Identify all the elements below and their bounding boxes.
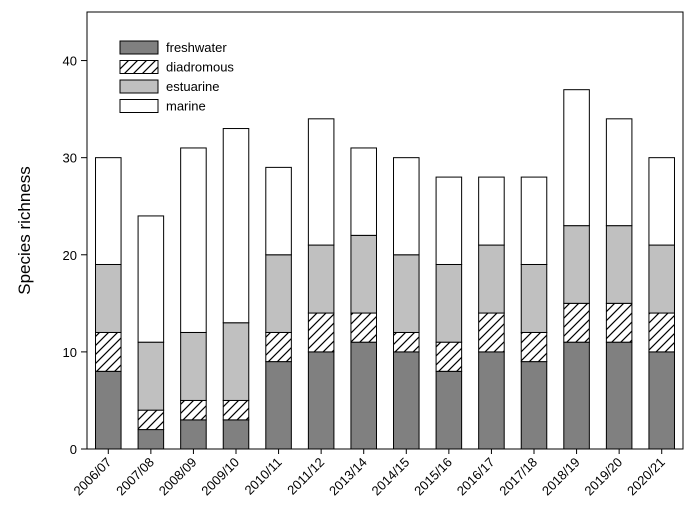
bar-marine-2017-18	[520, 176, 548, 265]
bar-marine-2014-15	[393, 157, 420, 256]
bar-diadromous-2008-09	[180, 399, 207, 421]
bar-estuarine-2018-19	[563, 225, 590, 304]
x-tick-label: 2008/09	[156, 455, 200, 499]
x-tick-label: 2010/11	[242, 455, 285, 498]
bar-diadromous-2013-14	[350, 312, 377, 343]
y-tick-label: 40	[63, 54, 77, 69]
x-tick-label: 2016/17	[454, 455, 498, 499]
bar-freshwater-2009-10	[222, 419, 250, 450]
legend-swatch-estuarine	[119, 79, 159, 94]
legend-swatch-marine	[119, 99, 159, 113]
bar-freshwater-2019-20	[605, 341, 633, 450]
x-tick-label: 2014/15	[369, 455, 413, 499]
y-tick-label: 10	[63, 345, 77, 360]
bar-freshwater-2010-11	[265, 361, 292, 450]
bar-estuarine-2019-20	[605, 225, 633, 304]
bar-freshwater-2013-14	[350, 341, 377, 450]
bar-marine-2013-14	[350, 147, 377, 236]
bar-estuarine-2016-17	[478, 244, 505, 314]
x-tick-label: 2019/20	[581, 455, 625, 499]
legend: freshwater diadromous estuarine marine	[119, 40, 234, 114]
bar-estuarine-2015-16	[435, 263, 463, 343]
bar-marine-2020-21	[648, 157, 675, 246]
bar-diadromous-2011-12	[307, 312, 335, 353]
bar-marine-2008-09	[180, 147, 207, 333]
bar-diadromous-2019-20	[605, 302, 633, 343]
bar-diadromous-2009-10	[222, 399, 250, 421]
x-tick-label: 2011/12	[284, 455, 327, 498]
bar-diadromous-2010-11	[265, 331, 292, 363]
bar-freshwater-2018-19	[563, 341, 590, 450]
bar-diadromous-2018-19	[563, 302, 590, 343]
x-tick-label: 2015/16	[411, 455, 455, 499]
x-tick-label: 2007/08	[113, 455, 157, 499]
bar-diadromous-2006-07	[95, 331, 122, 372]
bar-marine-2016-17	[478, 176, 505, 246]
bar-marine-2009-10	[222, 128, 250, 324]
legend-swatch-freshwater	[119, 40, 159, 55]
bar-marine-2006-07	[95, 157, 122, 265]
x-tick-label: 2018/19	[539, 455, 583, 499]
bar-estuarine-2020-21	[648, 244, 675, 314]
legend-label-estuarine: estuarine	[166, 79, 219, 94]
legend-label-diadromous: diadromous	[166, 60, 234, 75]
bar-estuarine-2014-15	[393, 254, 420, 333]
bar-diadromous-2017-18	[520, 331, 548, 363]
bar-marine-2018-19	[563, 89, 590, 227]
x-tick-label: 2017/18	[496, 455, 540, 499]
bar-estuarine-2013-14	[350, 234, 377, 314]
bar-freshwater-2007-08	[137, 429, 165, 450]
bar-freshwater-2020-21	[648, 351, 675, 450]
x-tick-label: 2013/14	[326, 455, 370, 499]
bar-estuarine-2006-07	[95, 263, 122, 333]
bar-diadromous-2007-08	[137, 409, 165, 431]
bar-estuarine-2009-10	[222, 322, 250, 401]
bar-freshwater-2017-18	[520, 361, 548, 450]
bar-estuarine-2007-08	[137, 341, 165, 411]
bar-marine-2011-12	[307, 118, 335, 246]
bar-estuarine-2017-18	[520, 263, 548, 333]
legend-label-freshwater: freshwater	[166, 40, 227, 55]
legend-swatch-diadromous	[119, 60, 159, 74]
bar-freshwater-2011-12	[307, 351, 335, 450]
plot-frame	[86, 11, 684, 450]
x-tick-label: 2006/07	[71, 455, 115, 499]
bar-freshwater-2016-17	[478, 351, 505, 450]
bar-freshwater-2015-16	[435, 370, 463, 450]
bar-estuarine-2011-12	[307, 244, 335, 314]
bar-diadromous-2015-16	[435, 341, 463, 372]
y-tick-label: 20	[63, 248, 77, 263]
x-tick-label: 2009/10	[198, 455, 242, 499]
bar-marine-2019-20	[605, 118, 633, 227]
bar-diadromous-2020-21	[648, 312, 675, 353]
bar-marine-2007-08	[137, 215, 165, 343]
bar-marine-2010-11	[265, 166, 292, 256]
bar-freshwater-2008-09	[180, 419, 207, 450]
bar-diadromous-2014-15	[393, 331, 420, 353]
bar-estuarine-2008-09	[180, 331, 207, 401]
y-tick-label: 0	[70, 442, 77, 457]
bar-estuarine-2010-11	[265, 254, 292, 333]
bars-layer	[95, 89, 675, 450]
y-tick-label: 30	[63, 151, 77, 166]
y-axis-title: Species richness	[15, 166, 34, 295]
bar-marine-2015-16	[435, 176, 463, 265]
bar-freshwater-2006-07	[95, 370, 122, 450]
bar-freshwater-2014-15	[393, 351, 420, 450]
x-tick-label: 2020/21	[624, 455, 668, 499]
bar-diadromous-2016-17	[478, 312, 505, 353]
y-axis: 0 10 20 30 40	[63, 54, 87, 457]
legend-label-marine: marine	[166, 99, 206, 114]
